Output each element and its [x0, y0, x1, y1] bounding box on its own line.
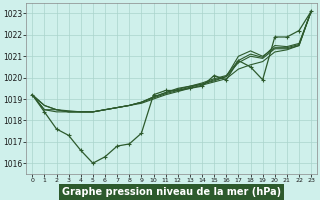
X-axis label: Graphe pression niveau de la mer (hPa): Graphe pression niveau de la mer (hPa) — [62, 187, 281, 197]
